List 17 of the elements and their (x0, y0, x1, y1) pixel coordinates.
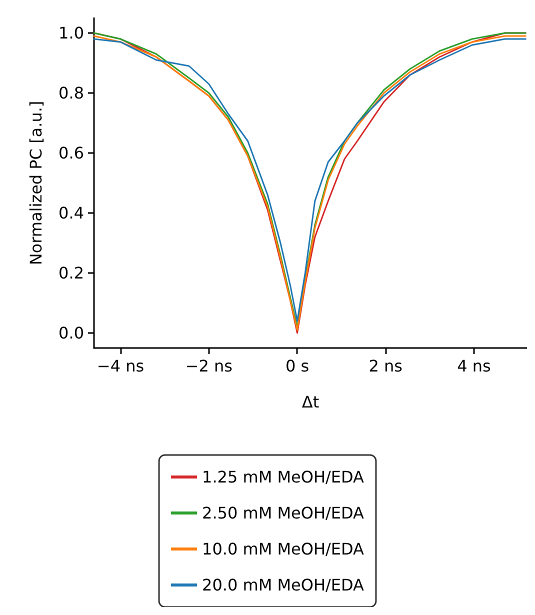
y-tick-label: 1.0 (58, 24, 84, 42)
y-tick-label: 0.4 (58, 204, 84, 222)
x-tick-label: 4 ns (457, 356, 491, 376)
y-tick-label: 0.6 (58, 144, 84, 162)
legend-label: 1.25 mM MeOH/EDA (202, 468, 364, 486)
x-tick-label: −2 ns (185, 356, 232, 376)
legend-label: 10.0 mM MeOH/EDA (202, 540, 364, 558)
y-tick-label: 0.2 (58, 264, 84, 282)
x-tick-label: −4 ns (96, 356, 144, 376)
y-axis-title: Normalized PC [a.u.] (26, 100, 46, 266)
legend-label: 20.0 mM MeOH/EDA (202, 576, 364, 594)
y-tick-label: 0.8 (58, 84, 84, 102)
x-tick-label: 2 ns (368, 356, 402, 376)
y-tick-label: 0.0 (58, 324, 84, 342)
x-tick-label: 0 s (285, 356, 310, 376)
legend-label: 2.50 mM MeOH/EDA (202, 504, 364, 522)
x-axis-title: Δt (302, 392, 320, 412)
